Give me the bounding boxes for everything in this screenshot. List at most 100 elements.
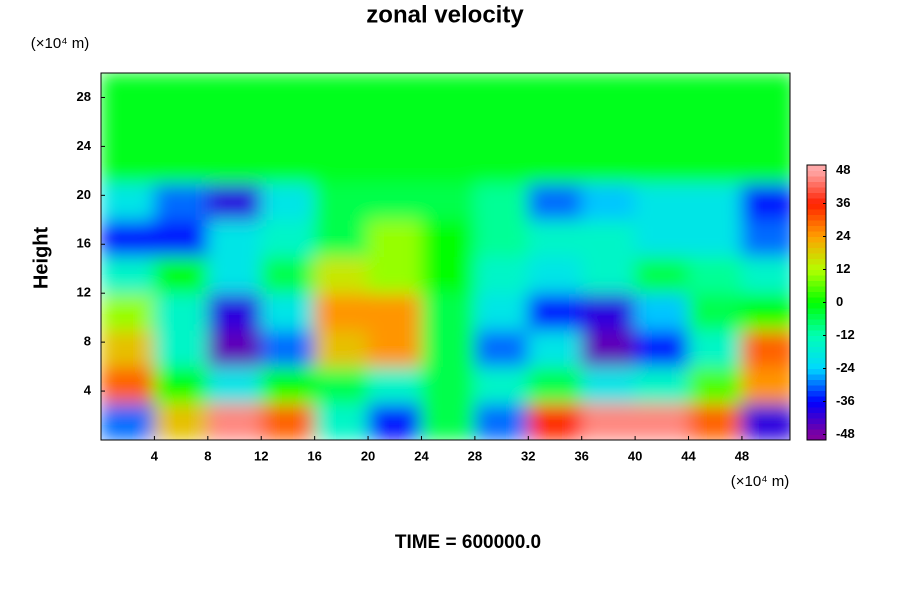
colorbar-swatch xyxy=(807,335,826,342)
y-tick-label: 28 xyxy=(77,89,91,104)
cell xyxy=(474,292,529,331)
cell xyxy=(420,219,476,257)
cell xyxy=(634,109,690,147)
colorbar-tick-label: -24 xyxy=(836,360,856,375)
y-axis-label: Height xyxy=(30,227,52,290)
cell xyxy=(420,182,476,221)
cell xyxy=(688,73,743,111)
cell xyxy=(367,109,422,147)
cell xyxy=(101,402,155,440)
cell xyxy=(474,402,529,440)
cell xyxy=(688,402,743,440)
cell xyxy=(634,256,690,294)
cell xyxy=(581,182,636,221)
cell xyxy=(367,182,422,221)
colorbar-swatch xyxy=(807,258,826,265)
cell xyxy=(741,292,790,331)
cell xyxy=(260,219,316,257)
cell xyxy=(474,256,529,294)
cell xyxy=(207,109,262,147)
cell xyxy=(688,219,743,257)
cell xyxy=(207,182,262,221)
cell xyxy=(741,219,790,257)
colorbar-swatch xyxy=(807,198,826,204)
colorbar-swatch xyxy=(807,209,826,215)
cell xyxy=(634,402,690,440)
colorbar-swatch xyxy=(807,412,826,419)
cell xyxy=(634,366,690,404)
cell xyxy=(581,402,636,440)
cell xyxy=(314,109,369,147)
cell xyxy=(207,402,262,440)
colorbar-swatch xyxy=(807,253,826,259)
cell xyxy=(260,182,316,221)
cell xyxy=(420,109,476,147)
colorbar-swatch xyxy=(807,308,826,314)
cell xyxy=(101,219,155,257)
cell xyxy=(634,219,690,257)
colorbar-swatch xyxy=(807,346,826,353)
colorbar-swatch xyxy=(807,330,826,336)
cell xyxy=(527,329,583,368)
colorbar-swatch xyxy=(807,374,826,380)
cell xyxy=(474,109,529,147)
plot-frame xyxy=(100,72,791,441)
colorbar-swatch xyxy=(807,242,826,248)
colorbar-swatch xyxy=(807,407,826,413)
cell xyxy=(634,182,690,221)
cell xyxy=(688,329,743,368)
cell xyxy=(153,329,209,368)
colorbar-swatch xyxy=(807,291,826,298)
cell xyxy=(207,219,262,257)
y-tick-label: 8 xyxy=(84,334,91,349)
cell xyxy=(101,292,155,331)
colorbar-swatch xyxy=(807,165,826,171)
cell xyxy=(260,366,316,404)
cell xyxy=(527,73,583,111)
cell xyxy=(314,366,369,404)
cell xyxy=(474,145,529,184)
cell xyxy=(260,402,316,440)
cell xyxy=(634,292,690,331)
cell xyxy=(314,73,369,111)
cell xyxy=(581,145,636,184)
cell xyxy=(527,182,583,221)
cell xyxy=(153,109,209,147)
colorbar-tick-label: -48 xyxy=(836,426,855,441)
cell xyxy=(420,292,476,331)
x-tick-label: 4 xyxy=(151,448,159,463)
cell xyxy=(367,402,422,440)
cell xyxy=(474,329,529,368)
cell xyxy=(688,366,743,404)
colorbar-tick-label: 48 xyxy=(836,162,850,177)
colorbar-swatch xyxy=(807,418,826,424)
cell xyxy=(207,329,262,368)
cell xyxy=(474,182,529,221)
colorbar-swatch xyxy=(807,341,826,347)
cell xyxy=(420,256,476,294)
cell xyxy=(260,73,316,111)
cell xyxy=(153,366,209,404)
cell xyxy=(314,256,369,294)
axes: 4 8 12 16 20 24 28 32 36 40 44 48481216202428-48-36… xyxy=(77,72,856,463)
y-tick-label: 12 xyxy=(77,285,91,300)
cell xyxy=(688,145,743,184)
y-tick-label: 20 xyxy=(77,187,91,202)
colorbar-swatch xyxy=(807,324,826,331)
colorbar-swatch xyxy=(807,368,826,375)
cell xyxy=(741,73,790,111)
colorbar-swatch xyxy=(807,187,826,193)
chart-title: zonal velocity xyxy=(366,1,524,28)
x-tick-label: 32 xyxy=(521,448,535,463)
colorbar-swatch xyxy=(807,357,826,364)
cell xyxy=(688,109,743,147)
cell xyxy=(101,109,155,147)
cell xyxy=(101,329,155,368)
colorbar-tick-label: 0 xyxy=(836,294,843,309)
cell xyxy=(101,182,155,221)
cell xyxy=(527,145,583,184)
cell xyxy=(420,145,476,184)
colorbar-swatch xyxy=(807,352,826,358)
